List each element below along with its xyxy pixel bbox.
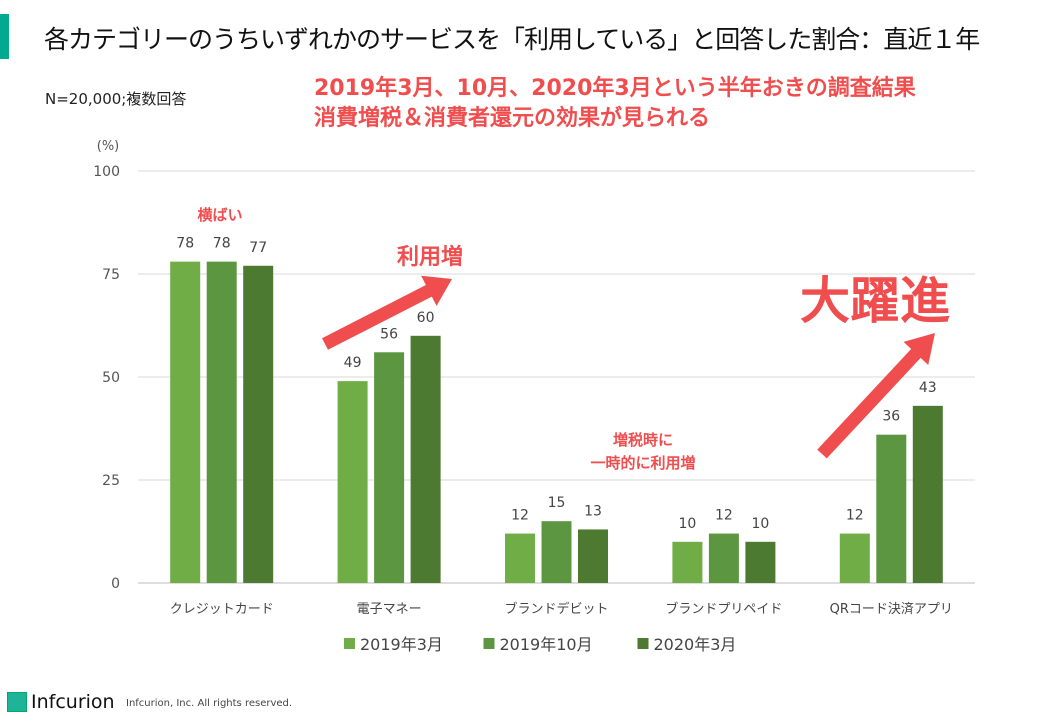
y-tick-label: 0 [111,576,120,592]
data-label: 56 [380,326,398,342]
x-tick-label: ブランドデビット [504,601,608,617]
legend-swatch [344,638,355,649]
bar [745,541,776,583]
y-tick-label: 50 [102,370,120,386]
annotation-increase: 利用増 [397,244,463,270]
x-tick-label: クレジットカード [170,602,274,617]
bar [505,533,535,583]
legend-swatch [483,638,495,649]
bar [912,405,943,583]
data-label: 36 [882,409,900,425]
y-axis-label: (%) [97,139,120,154]
data-label: 49 [344,355,362,371]
data-label: 10 [751,516,769,532]
x-tick-label: ブランドプリペイド [665,601,782,617]
bar [410,335,441,583]
y-tick-label: 75 [102,267,120,283]
data-label: 78 [213,236,231,252]
legend-label: 2019年10月 [500,635,593,654]
headline-line-2: 消費増税＆消費者還元の効果が見られる [314,106,711,131]
bar [541,521,572,583]
headline-line-1: 2019年3月、10月、2020年3月という半年おきの調査結果 [314,76,916,101]
annotation-tax-1: 増税時に [613,431,673,449]
trend-arrow-icon [322,275,452,350]
data-label: 12 [715,508,733,524]
logo-text: Infcurion [31,691,115,713]
data-label: 78 [176,236,194,252]
bar [243,265,274,583]
copyright: Infcurion, Inc. All rights reserved. [126,698,293,709]
legend-swatch [637,638,649,649]
y-tick-label: 100 [93,164,120,180]
bar [170,261,201,583]
data-label: 12 [846,508,864,524]
bar [876,434,907,583]
legend-label: 2020年3月 [654,635,737,654]
data-label: 10 [678,516,696,532]
x-tick-label: 電子マネー [357,602,422,617]
bar [206,261,237,583]
company-logo: Infcurion [7,691,115,713]
legend-label: 2019年3月 [360,635,443,654]
bar [578,529,608,583]
page-title: 各カテゴリーのうちいずれかのサービスを「利用している」と回答した割合：直近１年 [44,25,980,54]
data-label: 60 [417,310,435,326]
trend-arrow-icon [817,333,935,459]
headline: 2019年3月、10月、2020年3月という半年おきの調査結果 消費増税＆消費者… [314,74,916,134]
bar [708,533,739,583]
accent-bar [0,14,9,59]
data-label: 15 [548,495,566,511]
data-label: 77 [249,240,267,256]
data-label: 12 [511,508,529,524]
annotation-flat: 横ばい [197,206,242,224]
y-tick-label: 25 [102,473,120,489]
annotation-tax-2: 一時的に利用増 [590,454,695,472]
x-tick-label: QRコード決済アプリ [830,601,953,617]
logo-mark-icon [7,692,27,712]
bar [374,352,405,583]
annotation-leap: 大躍進 [800,272,950,330]
bar [337,381,368,583]
bar [839,533,870,583]
bar [672,541,703,583]
data-label: 43 [919,380,937,396]
data-label: 13 [584,503,602,519]
sample-note: N=20,000;複数回答 [45,90,187,108]
